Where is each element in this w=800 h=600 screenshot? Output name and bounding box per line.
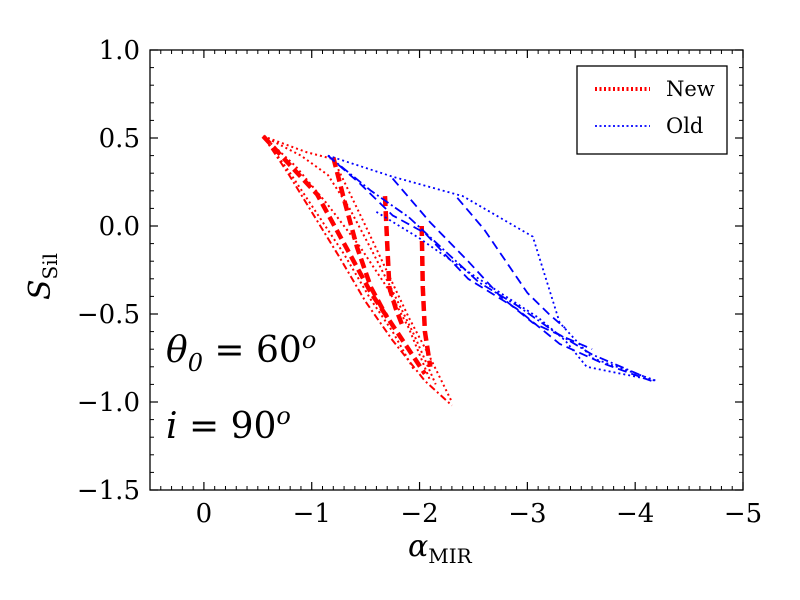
y-tick-label: 1.0 <box>99 36 140 66</box>
series-old-9 <box>327 154 658 382</box>
series-new-3 <box>262 135 416 371</box>
series-old-10 <box>375 211 657 382</box>
series-old-13 <box>456 197 566 329</box>
x-tick-label: −2 <box>400 499 438 529</box>
ticks-layer: 0 −1 −2 −3 −4 −5 1.0 0.5 0.0 −0.5 −1.0 −1.5 <box>77 36 762 529</box>
annotation-inclination: i = 90o <box>166 402 291 447</box>
y-tick-label: −1.5 <box>77 476 140 506</box>
legend-label-new: New <box>666 77 715 101</box>
plot-frame <box>149 49 744 491</box>
legend-box <box>576 65 728 155</box>
series-new-7 <box>382 195 406 329</box>
series-old-11 <box>327 154 652 382</box>
y-tick-label: 0.0 <box>99 212 140 242</box>
series-new-8 <box>419 225 433 368</box>
x-axis-label: αMIR <box>408 529 473 568</box>
series-new-6 <box>331 156 390 319</box>
annotation-theta: θ0 = 60o <box>166 326 316 377</box>
x-tick-label: 0 <box>196 499 213 529</box>
legend: New Old <box>576 65 728 155</box>
series-old-14 <box>327 154 647 379</box>
y-tick-label: −0.5 <box>77 300 140 330</box>
series-new-4 <box>262 135 453 407</box>
y-tick-label: 0.5 <box>99 124 140 154</box>
y-tick-label: −1.0 <box>77 388 140 418</box>
series-new-5 <box>261 134 427 376</box>
y-axis-label: SSil <box>23 253 62 300</box>
series-new-2 <box>262 135 453 403</box>
series-layer <box>261 134 658 407</box>
x-tick-label: −3 <box>508 499 546 529</box>
x-tick-label: −1 <box>293 499 331 529</box>
x-tick-label: −4 <box>616 499 654 529</box>
legend-label-old: Old <box>666 114 703 138</box>
x-tick-label: −5 <box>724 499 762 529</box>
